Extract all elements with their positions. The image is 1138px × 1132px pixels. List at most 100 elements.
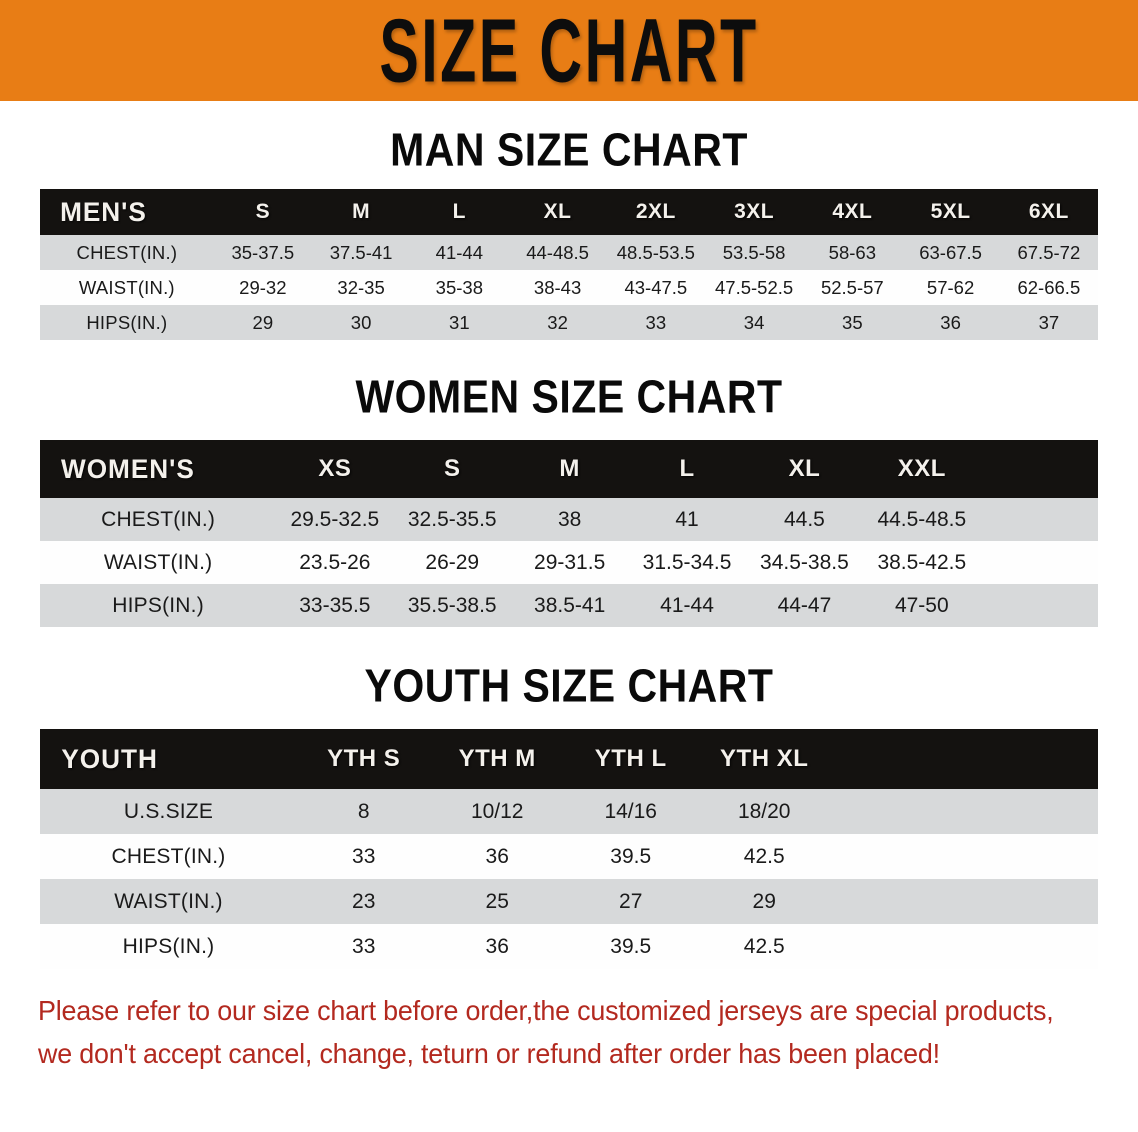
women-measurement-cell: 38.5-41 [534, 593, 606, 617]
header-banner: SIZE CHART [0, 0, 1138, 101]
youth-measurement-cell: 27 [619, 889, 643, 913]
table-row: WAIST(IN.) 23.5-26 26-29 29-31.5 31.5-34.5 34… [40, 541, 1098, 584]
men-row-label: CHEST(IN.) [76, 241, 178, 263]
men-measurement-cell: 48.5-53.5 [616, 241, 695, 263]
youth-corner-label: YOUTH [61, 743, 158, 774]
men-measurement-cell: 41-44 [435, 241, 483, 263]
youth-measurement-cell-empty [831, 924, 965, 969]
men-measurement-cell: 47.5-52.5 [715, 276, 794, 298]
women-measurement-cell: 35.5-38.5 [407, 593, 497, 617]
women-corner-label: WOMEN'S [61, 453, 195, 484]
table-row: CHEST(IN.) 29.5-32.5 32.5-35.5 38 41 44.5 44.5… [40, 498, 1098, 541]
youth-measurement-cell: 33 [352, 844, 376, 868]
page-title: SIZE CHART [379, 0, 759, 101]
youth-measurement-cell: 25 [485, 889, 509, 913]
youth-measurement-cell: 39.5 [610, 934, 652, 958]
youth-section-title: YOUTH SIZE CHART [364, 660, 774, 712]
women-header-row: WOMEN'S XS S M L XL XXL [40, 440, 1098, 498]
youth-measurement-cell: 42.5 [743, 934, 785, 958]
women-column-header: XXL [897, 455, 946, 482]
men-measurement-cell: 37 [1038, 311, 1060, 333]
women-size-table-container: WOMEN'S XS S M L XL XXL CHEST(IN.) 29.5-32.5 32.… [40, 440, 1098, 627]
women-measurement-cell: 38.5-42.5 [877, 550, 967, 574]
women-table-header: WOMEN'S XS S M L XL XXL [40, 440, 1098, 498]
men-measurement-cell: 38-43 [533, 276, 582, 298]
table-row: U.S.SIZE 8 10/12 14/16 18/20 [40, 789, 1098, 834]
youth-measurement-cell: 18/20 [737, 799, 791, 823]
youth-column-header: YTH L [594, 745, 667, 772]
women-column-header: L [679, 455, 695, 482]
youth-column-header-empty [964, 729, 1098, 789]
youth-row-label: CHEST(IN.) [111, 844, 226, 868]
youth-row-label: WAIST(IN.) [114, 889, 223, 913]
youth-column-header: YTH M [458, 745, 536, 772]
women-measurement-cell: 38 [557, 507, 582, 531]
men-measurement-cell: 57-62 [926, 276, 975, 298]
women-measurement-cell: 29.5-32.5 [290, 507, 380, 531]
table-row: HIPS(IN.) 33 36 39.5 42.5 [40, 924, 1098, 969]
men-measurement-cell: 31 [449, 311, 470, 333]
men-measurement-cell: 35-37.5 [231, 241, 295, 263]
women-row-label: WAIST(IN.) [103, 550, 213, 574]
youth-row-label: HIPS(IN.) [122, 934, 215, 958]
men-column-header: 3XL [734, 200, 775, 223]
men-measurement-cell: 44-48.5 [526, 241, 589, 263]
women-measurement-cell: 44.5 [783, 507, 825, 531]
youth-column-header-empty [831, 729, 965, 789]
men-measurement-cell: 32-35 [337, 276, 385, 298]
youth-measurement-cell-empty [964, 834, 1098, 879]
youth-measurement-cell: 42.5 [743, 844, 785, 868]
youth-measurement-cell-empty [964, 924, 1098, 969]
youth-measurement-cell: 39.5 [610, 844, 652, 868]
men-measurement-cell: 32 [547, 311, 568, 333]
men-column-header: 6XL [1028, 200, 1069, 223]
women-measurement-cell: 41-44 [660, 593, 714, 617]
men-column-header: M [352, 200, 371, 223]
youth-size-table: YOUTH YTH S YTH M YTH L YTH XL U.S.SIZE 8 10/1… [40, 729, 1098, 969]
women-column-header: XS [318, 455, 352, 482]
table-row: CHEST(IN.) 33 36 39.5 42.5 [40, 834, 1098, 879]
youth-measurement-cell: 29 [752, 889, 776, 913]
table-row: WAIST(IN.) 29-32 32-35 35-38 38-43 43-47.5 47.… [40, 270, 1098, 305]
women-table-body: CHEST(IN.) 29.5-32.5 32.5-35.5 38 41 44.5 44.5… [40, 498, 1098, 627]
women-measurement-cell: 44-47 [777, 593, 832, 617]
men-column-header: 4XL [832, 200, 873, 223]
youth-measurement-cell: 23 [352, 889, 376, 913]
youth-column-header: YTH S [327, 745, 401, 772]
order-policy-note-line-1: Please refer to our size chart before or… [38, 995, 1054, 1026]
men-table-header: MEN'S S M L XL 2XL 3XL 4XL 5XL 6XL [40, 189, 1098, 235]
men-row-label: WAIST(IN.) [78, 276, 175, 298]
youth-row-label: U.S.SIZE [123, 799, 214, 823]
men-row-label: HIPS(IN.) [86, 311, 168, 333]
youth-header-row: YOUTH YTH S YTH M YTH L YTH XL [40, 729, 1098, 789]
men-measurement-cell: 62-66.5 [1017, 276, 1081, 298]
men-column-header: 2XL [635, 200, 676, 223]
women-measurement-cell: 33-35.5 [299, 593, 371, 617]
table-row: CHEST(IN.) 35-37.5 37.5-41 41-44 44-48.5 48.5… [40, 235, 1098, 270]
men-measurement-cell: 58-63 [828, 241, 876, 263]
women-measurement-cell-empty [981, 498, 1098, 541]
women-measurement-cell: 47-50 [894, 593, 949, 617]
men-measurement-cell: 63-67.5 [919, 241, 982, 263]
men-measurement-cell: 67.5-72 [1017, 241, 1081, 263]
youth-measurement-cell-empty [964, 879, 1098, 924]
women-measurement-cell-empty [981, 541, 1098, 584]
youth-measurement-cell-empty [831, 789, 965, 834]
youth-measurement-cell-empty [964, 789, 1098, 834]
youth-measurement-cell: 33 [352, 934, 376, 958]
order-policy-note: Please refer to our size chart before or… [38, 989, 1065, 1076]
youth-measurement-cell: 36 [485, 844, 509, 868]
women-column-header: S [444, 455, 461, 482]
women-row-label: HIPS(IN.) [112, 593, 204, 617]
men-corner-label: MEN'S [60, 196, 147, 227]
women-column-header: XL [788, 455, 821, 482]
women-measurement-cell: 29-31.5 [534, 550, 606, 574]
women-measurement-cell: 34.5-38.5 [760, 550, 849, 574]
women-column-header: M [559, 455, 580, 482]
youth-measurement-cell-empty [831, 879, 965, 924]
men-column-header: L [452, 200, 466, 223]
table-row: HIPS(IN.) 29 30 31 32 33 34 35 36 37 [40, 305, 1098, 340]
men-measurement-cell: 53.5-58 [722, 241, 786, 263]
men-measurement-cell: 35-38 [435, 276, 483, 298]
women-row-label: CHEST(IN.) [101, 507, 216, 531]
